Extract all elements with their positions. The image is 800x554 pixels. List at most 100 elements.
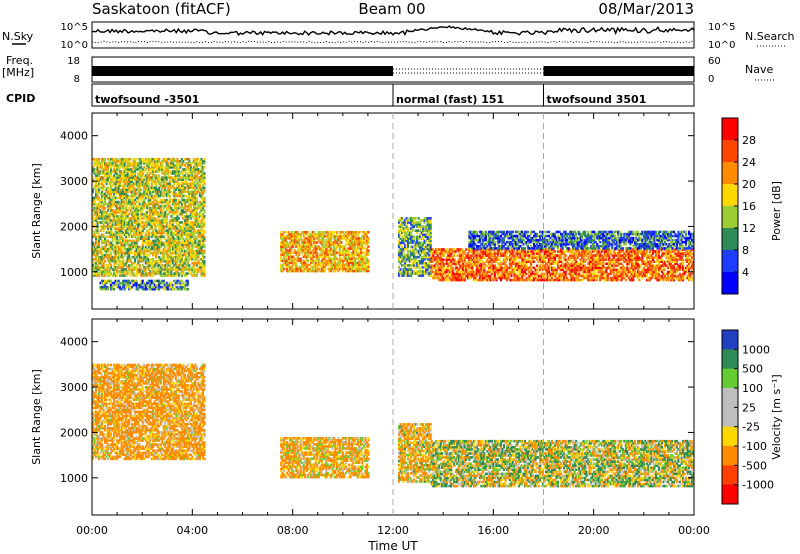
heatmap-cell	[174, 262, 177, 265]
heatmap-cell	[407, 264, 410, 267]
heatmap-cell	[401, 217, 404, 220]
heatmap-cell	[191, 194, 194, 198]
heatmap-cell	[195, 182, 198, 185]
heatmap-cell	[456, 272, 459, 276]
heatmap-cell	[158, 204, 161, 208]
heatmap-cell	[153, 219, 156, 222]
heatmap-cell	[422, 258, 425, 261]
heatmap-cell	[132, 166, 135, 169]
heatmap-cell	[182, 206, 185, 210]
heatmap-cell	[174, 174, 177, 177]
heatmap-cell	[150, 194, 153, 198]
heatmap-cell	[126, 174, 129, 177]
heatmap-cell	[319, 241, 322, 244]
heatmap-cell	[113, 182, 116, 185]
heatmap-cell	[93, 198, 96, 202]
heatmap-cell	[203, 166, 206, 169]
heatmap-cell	[186, 279, 189, 283]
heatmap-cell	[413, 217, 416, 220]
heatmap-cell	[189, 217, 192, 220]
heatmap-cell	[281, 265, 284, 269]
heatmap-cell	[126, 270, 129, 273]
heatmap-cell	[329, 237, 332, 240]
heatmap-cell	[364, 261, 367, 265]
heatmap-cell	[200, 262, 203, 265]
heatmap-cell	[463, 256, 466, 259]
heatmap-cell	[134, 260, 137, 263]
heatmap-cell	[101, 168, 104, 171]
heatmap-cell	[325, 243, 328, 246]
heatmap-cell	[99, 211, 102, 214]
heatmap-cell	[165, 164, 168, 167]
heatmap-cell	[161, 225, 164, 228]
heatmap-cell	[423, 233, 426, 237]
heatmap-cell	[170, 219, 173, 222]
heatmap-cell	[156, 178, 159, 181]
heatmap-cell	[164, 186, 167, 190]
heatmap-cell	[176, 241, 179, 245]
heatmap-cell	[417, 270, 420, 273]
heatmap-cell	[432, 248, 435, 251]
heatmap-cell	[311, 239, 314, 242]
heatmap-cell	[164, 266, 167, 269]
heatmap-cell	[159, 168, 162, 171]
heatmap-cell	[122, 268, 125, 271]
heatmap-cell	[93, 170, 96, 173]
heatmap-cell	[168, 270, 171, 273]
heatmap-cell	[134, 162, 137, 165]
heatmap-cell	[146, 247, 149, 251]
heatmap-cell	[147, 233, 150, 237]
heatmap-cell	[150, 157, 153, 161]
heatmap-cell	[401, 260, 404, 263]
heatmap-cell	[191, 262, 194, 265]
heatmap-cell	[129, 264, 132, 267]
heatmap-cell	[162, 182, 165, 185]
heatmap-cell	[459, 278, 462, 282]
heatmap-cell	[137, 249, 140, 253]
heatmap-cell	[128, 260, 131, 263]
heatmap-cell	[102, 178, 105, 181]
heatmap-cell	[152, 264, 155, 267]
heatmap-cell	[174, 170, 177, 173]
heatmap-cell	[128, 182, 131, 185]
heatmap-cell	[323, 249, 326, 252]
heatmap-cell	[299, 245, 302, 248]
heatmap-cell	[161, 204, 164, 208]
heatmap-cell	[168, 178, 171, 181]
heatmap-cell	[104, 198, 107, 202]
heatmap-cell	[176, 172, 179, 175]
heatmap-cell	[419, 262, 422, 265]
heatmap-cell	[110, 166, 113, 169]
heatmap-cell	[114, 239, 117, 243]
heatmap-cell	[331, 233, 334, 236]
heatmap-cell	[194, 262, 197, 265]
heatmap-cell	[105, 170, 108, 173]
heatmap-cell	[423, 235, 426, 239]
heatmap-cell	[108, 200, 111, 204]
heatmap-cell	[183, 243, 186, 247]
heatmap-cell	[102, 247, 105, 251]
heatmap-cell	[138, 258, 141, 261]
heatmap-cell	[186, 262, 189, 265]
heatmap-cell	[146, 176, 149, 179]
heatmap-cell	[173, 198, 176, 202]
heatmap-cell	[125, 170, 128, 173]
heatmap-cell	[344, 249, 347, 252]
heatmap-cell	[304, 247, 307, 250]
heatmap-cell	[410, 241, 413, 245]
heatmap-cell	[419, 270, 422, 273]
heatmap-cell	[134, 174, 137, 177]
heatmap-cell	[290, 245, 293, 248]
heatmap-cell	[361, 235, 364, 238]
heatmap-cell	[135, 287, 138, 291]
heatmap-cell	[365, 269, 368, 273]
heatmap-cell	[96, 253, 99, 257]
heatmap-cell	[281, 267, 284, 271]
heatmap-cell	[155, 160, 158, 163]
heatmap-cell	[105, 251, 108, 255]
heatmap-cell	[405, 268, 408, 271]
heatmap-cell	[135, 209, 138, 212]
heatmap-cell	[126, 200, 129, 204]
heatmap-cell	[408, 268, 411, 271]
heatmap-cell	[426, 229, 429, 232]
